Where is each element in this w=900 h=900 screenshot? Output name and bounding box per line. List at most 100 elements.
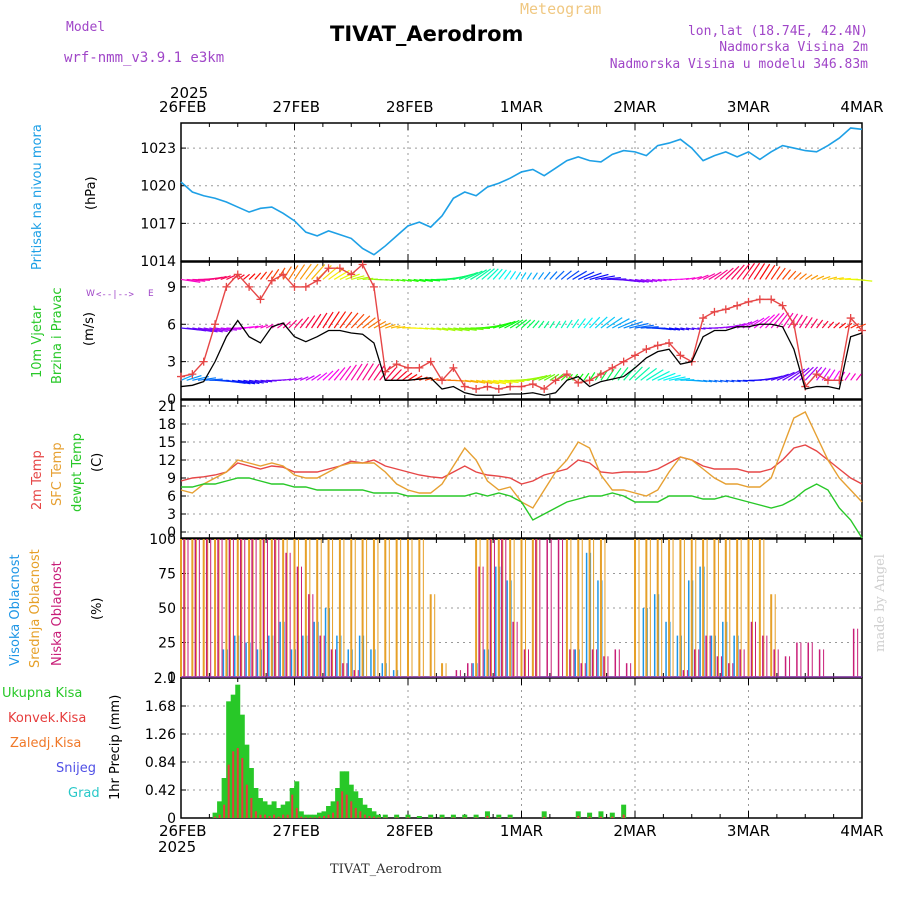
wind-barb — [583, 372, 590, 381]
bar-precip-convective — [350, 801, 353, 818]
wind-barb — [260, 379, 273, 383]
wind-barb — [804, 274, 813, 280]
wind-barb — [782, 312, 794, 329]
y-tick-label: 75 — [158, 567, 176, 583]
bar-precip-total — [587, 812, 593, 818]
wind-barb — [691, 327, 700, 330]
y-tick-label: 1020 — [140, 179, 176, 195]
wind-barb — [714, 379, 723, 383]
wind-barb — [458, 271, 478, 280]
date-tick-bottom: 4MAR — [840, 822, 884, 840]
wind-barb — [498, 269, 507, 280]
wind-barb — [634, 366, 651, 381]
wind-barb — [362, 317, 376, 329]
wind-barb — [589, 316, 601, 329]
wind-barb — [549, 271, 558, 280]
year-top: 2025 — [170, 84, 209, 102]
gust-marker — [835, 376, 844, 385]
wind-barb — [402, 278, 412, 282]
gust-marker — [755, 295, 764, 304]
gust-marker — [199, 357, 208, 366]
wind-barb — [498, 320, 516, 329]
wind-barb — [350, 363, 363, 381]
wind-barb — [373, 320, 387, 329]
wind-barb — [509, 271, 517, 280]
wind-barb — [424, 278, 441, 282]
wind-barb — [226, 379, 246, 384]
wind-barb — [844, 322, 853, 329]
wind-barb — [804, 317, 813, 329]
wind-barb — [668, 376, 686, 381]
gust-marker — [574, 378, 583, 387]
wind-barb — [549, 321, 555, 329]
gust-marker — [449, 363, 458, 372]
wind-barb — [259, 271, 268, 280]
wind-barb — [305, 375, 315, 381]
y-tick-label: 6 — [167, 489, 176, 505]
wind-barb — [384, 367, 397, 381]
wind-barb — [316, 312, 328, 329]
bar-precip-total — [316, 812, 322, 818]
gust-marker — [540, 385, 549, 394]
bar-precip-total — [326, 806, 332, 818]
wind-barb — [844, 372, 851, 381]
date-tick-top: 1MAR — [499, 98, 544, 116]
wind-barb — [356, 276, 369, 281]
wind-barb — [827, 276, 838, 281]
bar-precip-convective — [323, 816, 326, 818]
wind-barb — [725, 265, 740, 280]
wind-barb — [623, 321, 643, 329]
gust-marker — [279, 270, 288, 279]
wind-barb — [612, 318, 630, 329]
bar-precip-convective — [277, 816, 280, 818]
bar-precip-convective — [273, 814, 276, 818]
bar-precip-total — [276, 808, 282, 818]
bar-precip-total — [267, 804, 273, 818]
wind-barb — [282, 321, 291, 329]
y-tick-label: 15 — [158, 435, 176, 451]
bar-precip-convective — [497, 817, 500, 818]
bar-precip-total — [248, 768, 254, 818]
wind-barb — [821, 320, 829, 329]
wind-barb — [373, 364, 386, 381]
wind-barb — [214, 327, 233, 332]
wind-barb — [838, 322, 847, 329]
bar-precip-convective — [588, 816, 591, 818]
bar-precip-total — [294, 781, 300, 818]
wind-barb — [776, 267, 786, 280]
wind-barb — [407, 278, 419, 283]
wind-barb — [333, 367, 346, 381]
gust-marker — [267, 276, 276, 285]
bar-precip-total — [462, 814, 468, 818]
wind-barb — [680, 327, 690, 331]
wind-barb — [220, 327, 237, 331]
wind-barb — [640, 278, 654, 283]
gust-marker — [596, 370, 605, 379]
wind-barb — [543, 373, 556, 381]
gust-marker — [188, 370, 197, 379]
wind-barb — [572, 270, 587, 280]
bar-precip-total — [257, 798, 263, 818]
panel-frame — [180, 677, 863, 819]
wind-barb — [254, 272, 262, 280]
bar-precip-total — [382, 814, 388, 818]
date-tick-top: 27FEB — [272, 98, 320, 116]
gust-marker — [778, 301, 787, 310]
bar-precip-convective — [463, 817, 466, 818]
bar-precip-convective — [327, 814, 330, 818]
wind-barb — [833, 322, 840, 329]
wind-barb — [333, 311, 347, 329]
year-bottom: 2025 — [158, 838, 197, 856]
bar-precip-total — [271, 801, 277, 818]
wind-barb — [629, 322, 649, 329]
gust-marker — [222, 282, 231, 291]
wind-barb — [855, 373, 862, 381]
date-tick-top: 26FEB — [159, 98, 207, 116]
wind-barb — [577, 373, 584, 381]
wind-barb — [532, 374, 548, 381]
wind-barb — [833, 370, 841, 381]
wind-barb — [305, 315, 316, 329]
wind-barb — [504, 379, 525, 383]
gust-marker — [415, 363, 424, 372]
